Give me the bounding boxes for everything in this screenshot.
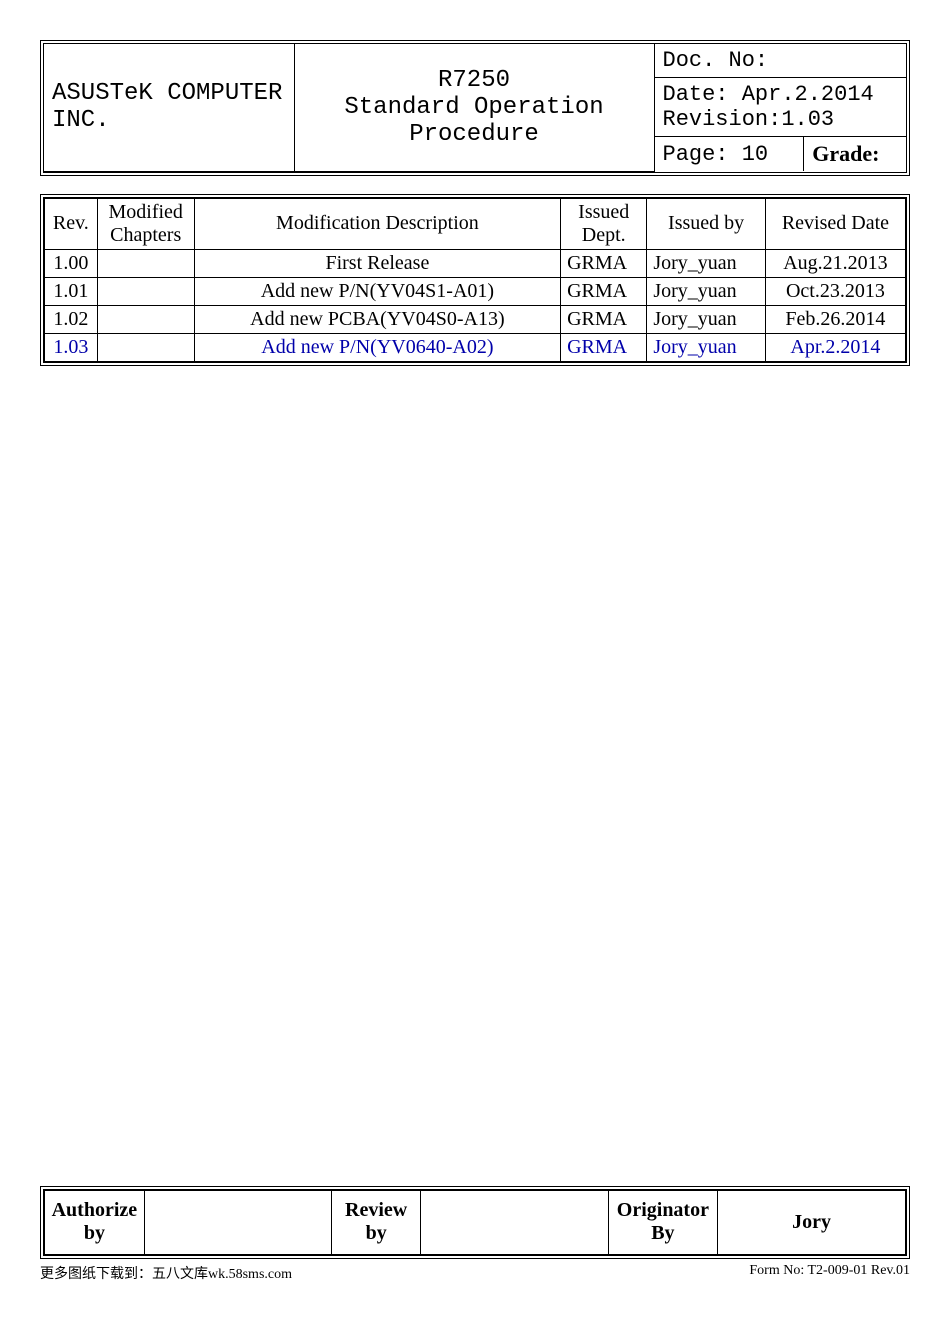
authorize-value (144, 1190, 331, 1254)
cell-mod (97, 277, 194, 305)
header-inner: ASUSTeK COMPUTER INC. R7250 Standard Ope… (43, 43, 907, 173)
company-cell: ASUSTeK COMPUTER INC. (44, 44, 294, 171)
cell-desc: Add new PCBA(YV04S0-A13) (194, 305, 560, 333)
table-row: 1.01 Add new P/N(YV04S1-A01)GRMAJory_yuan… (45, 277, 906, 305)
page-cell: Page: 10 (654, 137, 804, 172)
date-text: Date: Apr.2.2014 (663, 82, 899, 107)
cell-date: Apr.2.2014 (765, 333, 905, 361)
review-label: Reviewby (331, 1190, 421, 1254)
cell-dept: GRMA (561, 305, 647, 333)
originator-label: OriginatorBy (608, 1190, 718, 1254)
grade-cell: Grade: (804, 137, 906, 172)
cell-dept: GRMA (561, 333, 647, 361)
signature-inner: Authorizeby Reviewby OriginatorBy Jory (43, 1189, 907, 1256)
originator-value: Jory (718, 1190, 906, 1254)
cell-desc: Add new P/N(YV04S1-A01) (194, 277, 560, 305)
cell-dept: GRMA (561, 277, 647, 305)
cell-mod (97, 305, 194, 333)
hdr-modified: Modified Chapters (97, 198, 194, 249)
cell-date: Aug.21.2013 (765, 249, 905, 277)
cell-desc: First Release (194, 249, 560, 277)
signature-table: Authorizeby Reviewby OriginatorBy Jory (44, 1190, 906, 1255)
header-block: ASUSTeK COMPUTER INC. R7250 Standard Ope… (40, 40, 910, 176)
hdr-date: Revised Date (765, 198, 905, 249)
table-row: 1.03 Add new P/N(YV0640-A02)GRMAJory_yuan… (45, 333, 906, 361)
authorize-label: Authorizeby (45, 1190, 145, 1254)
hdr-rev: Rev. (45, 198, 98, 249)
cell-desc: Add new P/N(YV0640-A02) (194, 333, 560, 361)
cell-date: Oct.23.2013 (765, 277, 905, 305)
revision-header-row: Rev. Modified Chapters Modification Desc… (45, 198, 906, 249)
title-line1: R7250 (303, 67, 646, 94)
title-cell: R7250 Standard Operation Procedure (294, 44, 654, 171)
table-row: 1.00 First ReleaseGRMAJory_yuanAug.21.201… (45, 249, 906, 277)
review-value (421, 1190, 608, 1254)
footer-line: 更多图纸下载到：五八文库wk.58sms.com Form No: T2-009… (40, 1263, 910, 1283)
cell-rev: 1.02 (45, 305, 98, 333)
cell-by: Jory_yuan (647, 305, 766, 333)
footer-left: 更多图纸下载到：五八文库wk.58sms.com (40, 1263, 292, 1283)
hdr-dept: Issued Dept. (561, 198, 647, 249)
revision-table: Rev. Modified Chapters Modification Desc… (44, 198, 906, 362)
cell-dept: GRMA (561, 249, 647, 277)
signature-block: Authorizeby Reviewby OriginatorBy Jory (40, 1186, 910, 1259)
cell-rev: 1.00 (45, 249, 98, 277)
cell-by: Jory_yuan (647, 277, 766, 305)
cell-rev: 1.01 (45, 277, 98, 305)
cell-mod (97, 249, 194, 277)
review-label-text: Reviewby (332, 1199, 421, 1245)
cell-by: Jory_yuan (647, 333, 766, 361)
signature-row: Authorizeby Reviewby OriginatorBy Jory (45, 1190, 906, 1254)
header-table: ASUSTeK COMPUTER INC. R7250 Standard Ope… (44, 44, 906, 172)
cell-date: Feb.26.2014 (765, 305, 905, 333)
revision-inner: Rev. Modified Chapters Modification Desc… (43, 197, 907, 363)
cell-by: Jory_yuan (647, 249, 766, 277)
doc-no-cell: Doc. No: (654, 44, 906, 78)
authorize-label-text: Authorizeby (45, 1199, 144, 1245)
footer-right: Form No: T2-009-01 Rev.01 (749, 1263, 910, 1283)
date-rev-cell: Date: Apr.2.2014 Revision:1.03 (654, 78, 906, 137)
table-row: 1.02 Add new PCBA(YV04S0-A13)GRMAJory_yua… (45, 305, 906, 333)
cell-mod (97, 333, 194, 361)
hdr-desc: Modification Description (194, 198, 560, 249)
cell-rev: 1.03 (45, 333, 98, 361)
revision-block: Rev. Modified Chapters Modification Desc… (40, 194, 910, 366)
originator-label-text: OriginatorBy (609, 1199, 718, 1245)
title-line2: Standard Operation Procedure (303, 94, 646, 148)
revision-text: Revision:1.03 (663, 107, 899, 132)
hdr-by: Issued by (647, 198, 766, 249)
